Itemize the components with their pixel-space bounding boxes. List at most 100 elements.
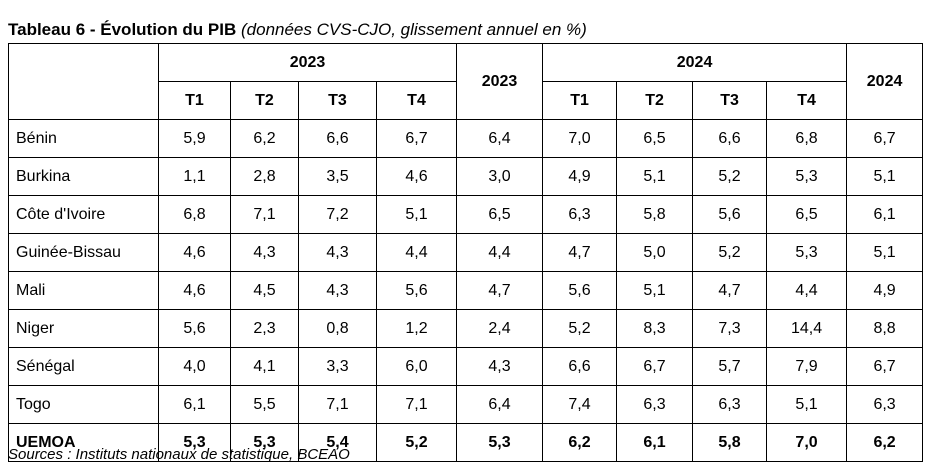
value-cell: 4,6 bbox=[375, 157, 458, 196]
value-cell: 6,2 bbox=[230, 119, 299, 158]
value-cell: 1,1 bbox=[158, 157, 231, 196]
value-cell: 6,2 bbox=[542, 423, 618, 462]
value-cell: 4,7 bbox=[542, 233, 618, 272]
value-cell: 3,5 bbox=[298, 157, 377, 196]
value-cell: 5,1 bbox=[616, 271, 694, 310]
value-cell: 4,4 bbox=[375, 233, 458, 272]
value-cell: 6,3 bbox=[616, 385, 694, 424]
value-cell: 6,8 bbox=[158, 195, 231, 234]
table-row: Sénégal 4,0 4,1 3,3 6,0 4,3 6,6 6,7 5,7 7,9 6,7 bbox=[8, 347, 924, 386]
value-cell: 6,5 bbox=[766, 195, 848, 234]
value-cell: 14,4 bbox=[766, 309, 848, 348]
header-quarter: T2 bbox=[616, 81, 694, 120]
value-cell: 5,3 bbox=[766, 157, 848, 196]
value-cell: 6,7 bbox=[846, 347, 924, 386]
value-cell: 6,6 bbox=[298, 119, 377, 158]
header-quarter: T1 bbox=[158, 81, 231, 120]
table-row: Bénin 5,9 6,2 6,6 6,7 6,4 7,0 6,5 6,6 6,8 6,7 bbox=[8, 119, 924, 158]
value-cell: 5,6 bbox=[542, 271, 618, 310]
value-cell: 6,3 bbox=[846, 385, 924, 424]
table-title: Tableau 6 - Évolution du PIB bbox=[8, 20, 237, 39]
value-cell: 6,7 bbox=[616, 347, 694, 386]
value-cell: 3,3 bbox=[298, 347, 377, 386]
header-quarter: T3 bbox=[692, 81, 768, 120]
value-cell: 7,9 bbox=[766, 347, 848, 386]
value-cell: 6,5 bbox=[456, 195, 544, 234]
value-cell: 1,2 bbox=[375, 309, 458, 348]
value-cell: 6,2 bbox=[846, 423, 924, 462]
value-cell: 5,9 bbox=[158, 119, 231, 158]
value-cell: 7,1 bbox=[375, 385, 458, 424]
value-cell: 7,0 bbox=[766, 423, 848, 462]
value-cell: 6,8 bbox=[766, 119, 848, 158]
gdp-table: 2023 2023 2024 2024 T1 T2 T3 T4 T1 T2 T3… bbox=[8, 43, 924, 462]
value-cell: 6,0 bbox=[375, 347, 458, 386]
value-cell: 4,3 bbox=[298, 271, 377, 310]
value-cell: 7,1 bbox=[230, 195, 299, 234]
value-cell: 4,4 bbox=[766, 271, 848, 310]
value-cell: 7,1 bbox=[298, 385, 377, 424]
country-name: Burkina bbox=[8, 157, 159, 196]
value-cell: 5,1 bbox=[846, 233, 924, 272]
value-cell: 6,1 bbox=[616, 423, 694, 462]
value-cell: 5,8 bbox=[692, 423, 768, 462]
table-row: Côte d'Ivoire 6,8 7,1 7,2 5,1 6,5 6,3 5,8 5,6 6,5… bbox=[8, 195, 924, 234]
value-cell: 5,2 bbox=[692, 157, 768, 196]
value-cell: 4,7 bbox=[692, 271, 768, 310]
value-cell: 5,4 bbox=[298, 423, 377, 462]
value-cell: 6,4 bbox=[456, 119, 544, 158]
value-cell: 5,8 bbox=[616, 195, 694, 234]
header-row-quarters: T1 T2 T3 T4 T1 T2 T3 T4 bbox=[9, 81, 923, 120]
value-cell: 5,6 bbox=[692, 195, 768, 234]
value-cell: 4,9 bbox=[846, 271, 924, 310]
header-quarter: T2 bbox=[230, 81, 299, 120]
value-cell: 7,3 bbox=[692, 309, 768, 348]
value-cell: 5,0 bbox=[616, 233, 694, 272]
value-cell: 5,1 bbox=[766, 385, 848, 424]
header-quarter: T1 bbox=[542, 81, 618, 120]
value-cell: 5,3 bbox=[456, 423, 544, 462]
table-row: Togo 6,1 5,5 7,1 7,1 6,4 7,4 6,3 6,3 5,1 6,3 bbox=[8, 385, 924, 424]
value-cell: 5,2 bbox=[542, 309, 618, 348]
value-cell: 4,3 bbox=[298, 233, 377, 272]
value-cell: 5,7 bbox=[692, 347, 768, 386]
value-cell: 5,2 bbox=[375, 423, 458, 462]
value-cell: 7,0 bbox=[542, 119, 618, 158]
value-cell: 5,6 bbox=[158, 309, 231, 348]
value-cell: 5,5 bbox=[230, 385, 299, 424]
table-subtitle: (données CVS-CJO, glissement annuel en %… bbox=[241, 20, 587, 39]
value-cell: 4,7 bbox=[456, 271, 544, 310]
country-name: Togo bbox=[8, 385, 159, 424]
value-cell: 6,5 bbox=[616, 119, 694, 158]
value-cell: 6,1 bbox=[846, 195, 924, 234]
header-group-2024: 2024 bbox=[542, 43, 848, 82]
value-cell: 4,1 bbox=[230, 347, 299, 386]
value-cell: 6,1 bbox=[158, 385, 231, 424]
table-row: Mali 4,6 4,5 4,3 5,6 4,7 5,6 5,1 4,7 4,4 4,9 bbox=[8, 271, 924, 310]
value-cell: 6,4 bbox=[456, 385, 544, 424]
value-cell: 5,1 bbox=[375, 195, 458, 234]
table-caption: Tableau 6 - Évolution du PIB (données CV… bbox=[8, 20, 587, 40]
value-cell: 4,4 bbox=[456, 233, 544, 272]
header-quarter: T3 bbox=[298, 81, 377, 120]
country-name: Mali bbox=[8, 271, 159, 310]
table-row: Niger 5,6 2,3 0,8 1,2 2,4 5,2 8,3 7,3 14,4 8,8 bbox=[8, 309, 924, 348]
table-row: Burkina 1,1 2,8 3,5 4,6 3,0 4,9 5,1 5,2 5,3 5,1 bbox=[8, 157, 924, 196]
value-cell: 7,2 bbox=[298, 195, 377, 234]
value-cell: 6,3 bbox=[542, 195, 618, 234]
header-quarter: T4 bbox=[766, 81, 848, 120]
value-cell: 2,3 bbox=[230, 309, 299, 348]
value-cell: 6,7 bbox=[846, 119, 924, 158]
header-annual-2023: 2023 bbox=[456, 43, 544, 120]
value-cell: 0,8 bbox=[298, 309, 377, 348]
value-cell: 6,6 bbox=[692, 119, 768, 158]
header-annual-2024: 2024 bbox=[846, 43, 924, 120]
value-cell: 5,6 bbox=[375, 271, 458, 310]
value-cell: 6,7 bbox=[375, 119, 458, 158]
value-cell: 5,2 bbox=[692, 233, 768, 272]
header-country-blank bbox=[8, 43, 159, 120]
value-cell: 4,6 bbox=[158, 233, 231, 272]
total-row: UEMOA 5,3 5,3 5,4 5,2 5,3 6,2 6,1 5,8 7,0 6,2 bbox=[8, 423, 924, 462]
table-body: Bénin 5,9 6,2 6,6 6,7 6,4 7,0 6,5 6,6 6,8 6,7 Burki… bbox=[8, 119, 924, 462]
